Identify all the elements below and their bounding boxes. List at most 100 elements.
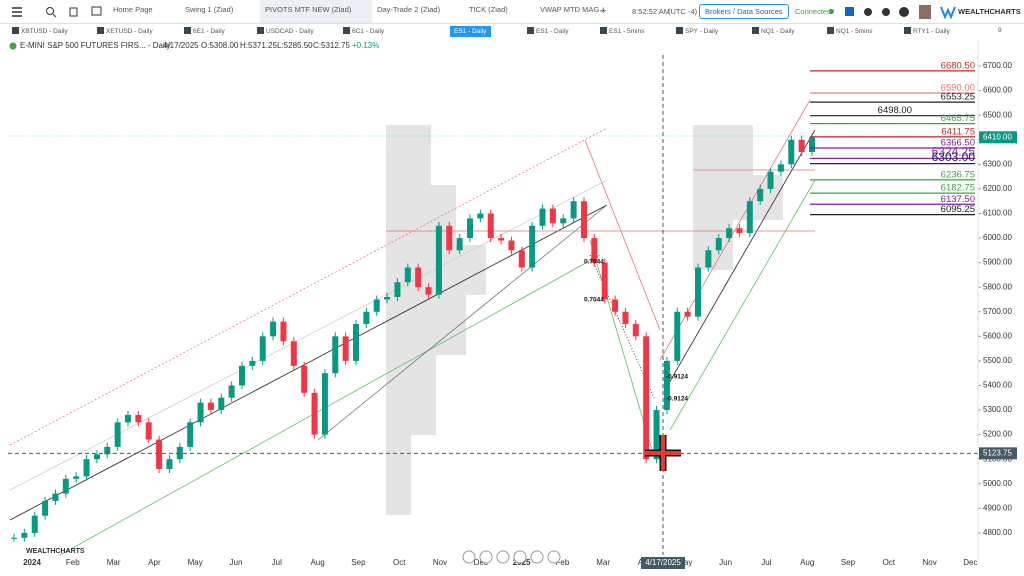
symbol-tab[interactable]: RTY1 - Daily (900, 26, 954, 37)
candle (726, 228, 733, 239)
candle (757, 188, 764, 202)
symbol-label[interactable]: NQ1 - 5mins (836, 28, 873, 35)
candle (622, 311, 629, 325)
candle (539, 208, 546, 226)
candle (632, 324, 639, 337)
symbol-label[interactable]: RTY1 - Daily (913, 28, 950, 35)
tab[interactable]: Swing 1 (Ziad) (185, 5, 234, 14)
candle (62, 478, 69, 494)
channel-lines (8, 99, 975, 556)
last-price-tag (979, 131, 1017, 144)
symbol-tab[interactable]: ES1 - Daily (450, 26, 491, 37)
x-tick-label: Feb (556, 558, 570, 567)
more-count[interactable]: 9 (998, 27, 1002, 34)
symbol-label[interactable]: ES1 - Daily (454, 28, 487, 35)
symbol-label[interactable]: XETUSD - Daily (106, 28, 153, 35)
symbol-tab[interactable]: ES1 - Daily (523, 26, 573, 37)
candle (674, 311, 681, 361)
x-tick-label: Aug (310, 558, 324, 567)
candle (52, 493, 59, 501)
chart-title: E-MINI S&P 500 FUTURES FIRS... - Daily (20, 41, 171, 50)
brand-logo (940, 6, 956, 19)
x-tick-label: Oct (393, 558, 406, 567)
symbol-tab[interactable]: XBTUSD - Daily (8, 26, 72, 37)
candle (384, 297, 391, 300)
x-tick-label: Mar (596, 558, 610, 567)
candle (601, 262, 608, 300)
x-tick-label: Aug (800, 558, 814, 567)
symbol-tab[interactable]: 6C1 - Daily (339, 26, 388, 37)
candle (435, 225, 442, 295)
y-tick-label: 5400.00 (983, 381, 1012, 390)
nav-buttons[interactable] (462, 550, 561, 564)
symbol-tab[interactable]: NQ1 - 5mins (823, 26, 876, 37)
timezone: (UTC -4) (668, 7, 698, 16)
symbol-tab[interactable]: USDCAD - Daily (253, 26, 318, 37)
y-tick-label: 5500.00 (983, 356, 1012, 365)
candle (31, 515, 38, 533)
candle (228, 385, 235, 398)
candle (653, 410, 660, 460)
brand: WEALTHCHARTS (958, 7, 1021, 16)
candle (93, 454, 100, 460)
tab[interactable]: TICK (Ziad) (469, 5, 508, 14)
candle (249, 360, 256, 366)
status-dot (829, 9, 834, 14)
candle (591, 238, 598, 263)
brokers-button[interactable]: Brokers / Data Sources (699, 4, 789, 19)
symbol-tab[interactable]: XETUSD - Daily (93, 26, 157, 37)
symbol-label[interactable]: USDCAD - Daily (266, 28, 314, 35)
candle (135, 414, 142, 423)
candle (695, 267, 701, 317)
symbol-label[interactable]: 6E1 - Daily (193, 28, 225, 35)
candle (373, 299, 380, 312)
ratio-label: -0.9124 (666, 374, 688, 381)
status: Connected (795, 7, 832, 16)
x-tick-label: Nov (433, 558, 447, 567)
candle (404, 267, 411, 283)
x-tick-label: May (188, 558, 203, 567)
candle (342, 336, 349, 361)
symbol-label[interactable]: XBTUSD - Daily (21, 28, 68, 35)
candle (197, 402, 204, 423)
level-label: 6366.50 (941, 138, 975, 149)
candle (477, 213, 484, 219)
candle (809, 137, 815, 153)
candle (42, 500, 49, 516)
x-tick-label: Sep (841, 558, 856, 567)
x-tick-label: Sep (351, 558, 366, 567)
tab[interactable]: PIVOTS MTF NEW (Ziad) (260, 0, 372, 23)
y-tick-label: 4900.00 (983, 503, 1012, 512)
candle (166, 459, 173, 470)
y-tick-label: 5600.00 (983, 331, 1012, 340)
symbol-tab[interactable]: NQ1 - Daily (748, 26, 799, 37)
candle (643, 336, 650, 460)
x-tick-label: Oct (883, 558, 896, 567)
candle (612, 299, 619, 312)
symbol-label[interactable]: NQ1 - Daily (761, 28, 795, 35)
symbol-label[interactable]: ES1 - 5mins (609, 28, 645, 35)
candle (508, 240, 515, 251)
tab[interactable]: Day-Trade 2 (Ziad) (377, 5, 441, 14)
chart-date: 4/17/2025 (163, 41, 199, 50)
symbol-tab[interactable]: 6E1 - Daily (180, 26, 229, 37)
x-tick-label: Jun (719, 558, 732, 567)
candle (487, 213, 494, 239)
add-tab[interactable]: + (600, 5, 607, 17)
change: +0.13% (352, 41, 379, 50)
symbol-label[interactable]: SPY - Daily (685, 28, 719, 35)
symbol-label[interactable]: ES1 - Daily (536, 28, 569, 35)
x-tick-label: Jul (272, 558, 282, 567)
y-tick-label: 6600.00 (983, 86, 1012, 95)
y-tick-label: 6700.00 (983, 61, 1012, 70)
tab[interactable]: Home Page (113, 5, 153, 14)
x-tick-label: 2024 (23, 558, 41, 567)
x-tick-label: Jul (761, 558, 771, 567)
y-tick-label: 6000.00 (983, 233, 1012, 242)
symbol-label[interactable]: 6C1 - Daily (352, 28, 385, 35)
symbol-tab[interactable]: ES1 - 5mins (596, 26, 648, 37)
tab[interactable]: VWAP MTD MAG... (540, 5, 606, 14)
symbol-tab[interactable]: SPY - Daily (672, 26, 722, 37)
candle (280, 321, 287, 342)
x-tick-label: Jun (230, 558, 243, 567)
